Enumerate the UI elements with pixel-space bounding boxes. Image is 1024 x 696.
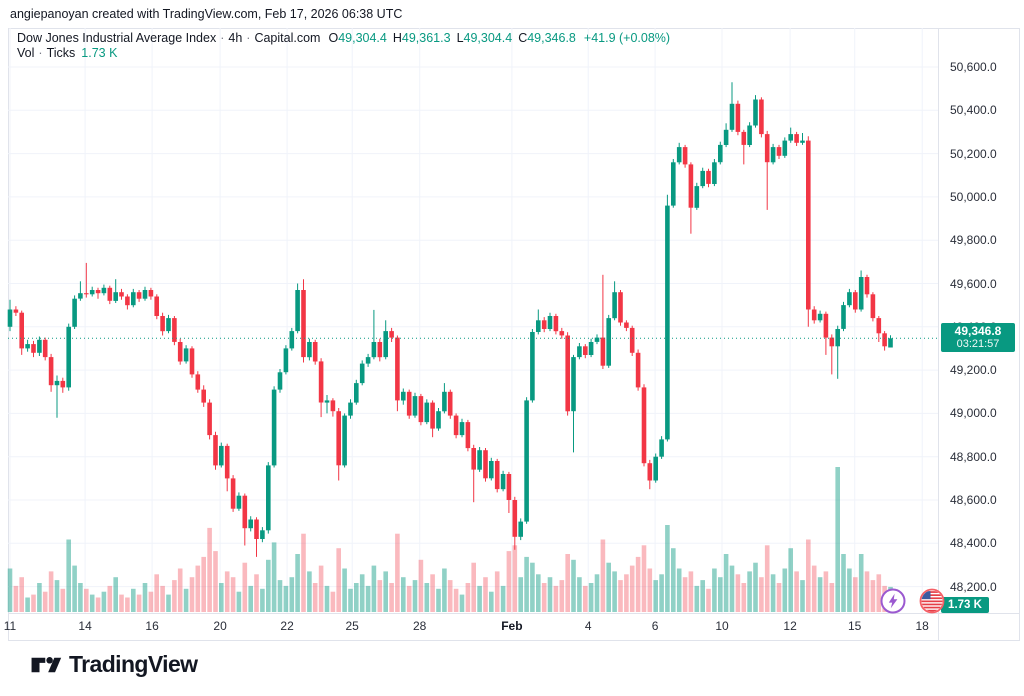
economic-event-lightning-icon[interactable]: [880, 588, 906, 619]
time-axis-label: 16: [145, 619, 159, 633]
price-axis-label: 49,800.0: [950, 233, 997, 248]
tradingview-logo-text: TradingView: [69, 651, 198, 677]
chart-legend: Dow Jones Industrial Average Index · 4h · Ca…: [17, 31, 670, 61]
frame-top-border: [8, 28, 1019, 29]
price-axis-label: 50,600.0: [950, 60, 997, 74]
economic-event-us-flag-icon[interactable]: [919, 588, 945, 619]
price-axis-label: 49,000.0: [950, 406, 997, 421]
open-value: 49,304.4: [338, 31, 387, 45]
frame-left-border: [8, 28, 9, 641]
price-axis-label: 50,000.0: [950, 189, 997, 204]
pane-timeaxis-separator: [8, 613, 1019, 614]
time-axis-label: 14: [78, 619, 92, 633]
symbol-title[interactable]: Dow Jones Industrial Average Index: [17, 31, 217, 45]
tradingview-logo-mark: [31, 656, 62, 672]
tradingview-logo[interactable]: TradingView: [30, 651, 198, 678]
current-price-value: 49,346.8: [954, 324, 1002, 339]
time-axis-label: 11: [3, 619, 17, 633]
time-axis-label: Feb: [501, 619, 523, 633]
price-axis-label: 50,400.0: [950, 103, 997, 118]
volume-indicator-label[interactable]: Vol: [17, 46, 35, 60]
time-axis-label: 20: [213, 619, 227, 633]
price-axis[interactable]: 49,346.8 03:21:57 1.73 K 50,600.0 50,400.…: [939, 28, 1019, 613]
legend-symbol-row: Dow Jones Industrial Average Index · 4h · Ca…: [17, 31, 671, 45]
change-value: +41.9 (+0.08%): [583, 31, 671, 45]
price-axis-label: 48,600.0: [950, 493, 997, 507]
time-axis-label: 25: [345, 619, 359, 633]
time-axis-label: 28: [413, 619, 427, 633]
price-axis-label: 50,200.0: [950, 146, 997, 161]
interval-label[interactable]: 4h: [228, 31, 243, 45]
high-value: 49,361.3: [401, 31, 451, 45]
exchange-label[interactable]: Capital.com: [254, 31, 321, 45]
close-value: 49,346.8: [527, 31, 576, 45]
time-axis[interactable]: 11 14 16 20 22 25 28 Feb 4 6 10 12 15 18: [4, 613, 1019, 640]
time-axis-label: 4: [584, 619, 592, 633]
legend-volume-row: Vol · Ticks 1.73 K: [17, 46, 118, 60]
current-volume-badge: 1.73 K: [941, 597, 989, 613]
price-axis-label: 48,800.0: [950, 449, 997, 464]
volume-value: 1.73 K: [81, 46, 118, 60]
time-axis-label: 10: [715, 619, 729, 633]
current-price-badge[interactable]: 49,346.8 03:21:57: [941, 323, 1015, 353]
time-axis-label: 22: [280, 619, 294, 633]
pane-priceaxis-separator: [938, 28, 939, 641]
price-axis-label: 49,600.0: [950, 276, 997, 291]
frame-right-border: [1019, 28, 1020, 641]
ohlc-values: O49,304.4 H49,361.3 L49,304.4 C49,346.8 +41.…: [328, 31, 671, 45]
time-axis-label: 12: [783, 619, 797, 633]
time-axis-label: 18: [915, 619, 929, 633]
price-axis-label: 48,400.0: [950, 536, 997, 551]
low-value: 49,304.4: [463, 31, 513, 45]
price-axis-label: 49,200.0: [950, 363, 997, 378]
time-axis-label: 15: [848, 619, 862, 633]
attribution-text: angiepanoyan created with TradingView.co…: [10, 7, 403, 21]
time-axis-label: 6: [651, 619, 659, 633]
bar-countdown: 03:21:57: [956, 338, 1000, 351]
frame-bottom-border: [8, 640, 1019, 641]
price-axis-label: 48,200.0: [950, 579, 997, 594]
